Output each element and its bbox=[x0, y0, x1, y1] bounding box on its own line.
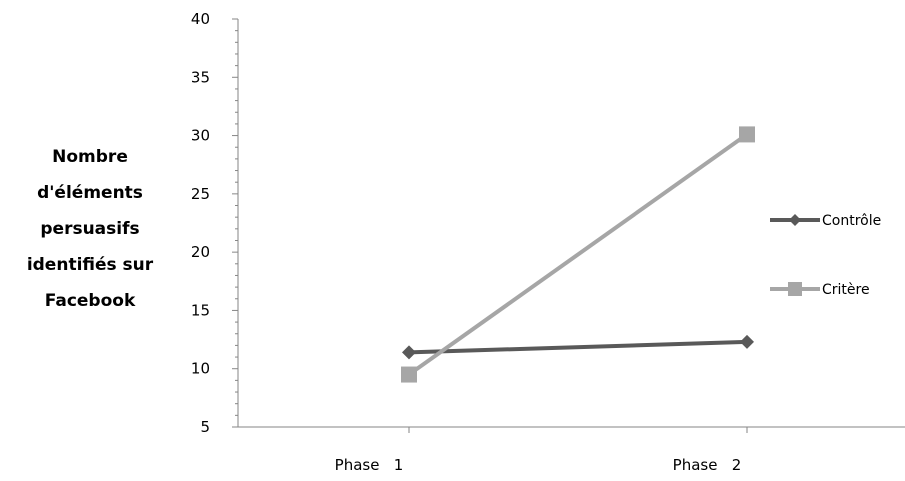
series bbox=[401, 126, 755, 383]
x-ticks: Phase 1 Phase 2 bbox=[335, 427, 748, 474]
series-critere bbox=[401, 126, 755, 383]
y-tick-label: 10 bbox=[191, 360, 210, 378]
legend-swatch-marker bbox=[789, 214, 801, 226]
y-tick-label: 15 bbox=[191, 301, 210, 319]
legend-swatch-marker bbox=[788, 282, 802, 296]
y-axis-title-line: identifiés sur bbox=[27, 255, 154, 275]
data-point bbox=[402, 345, 416, 360]
x-tick-label: Phase 2 bbox=[673, 456, 742, 474]
legend-label: Critère bbox=[822, 282, 870, 298]
y-tick-label: 40 bbox=[191, 10, 210, 28]
y-tick-label: 30 bbox=[191, 127, 210, 145]
legend-label: Contrôle bbox=[822, 213, 881, 229]
series-line bbox=[407, 132, 749, 377]
y-axis-title-line: Facebook bbox=[45, 291, 136, 311]
legend-item: Critère bbox=[770, 282, 870, 298]
series-line bbox=[408, 339, 748, 355]
y-axis-title-line: d'éléments bbox=[37, 183, 143, 203]
y-tick-label: 5 bbox=[200, 418, 210, 436]
y-ticks: 5 10 15 20 25 30 35 40 bbox=[191, 10, 238, 436]
legend: Contrôle Critère bbox=[770, 213, 881, 298]
y-tick-label: 20 bbox=[191, 243, 210, 261]
axes bbox=[237, 19, 905, 428]
x-tick-label: Phase 1 bbox=[335, 456, 404, 474]
data-point bbox=[740, 334, 754, 349]
data-point bbox=[401, 366, 417, 383]
y-tick-label: 35 bbox=[191, 68, 210, 86]
y-axis-title-line: persuasifs bbox=[40, 219, 139, 239]
y-axis-title-line: Nombre bbox=[52, 147, 128, 167]
y-tick-label: 25 bbox=[191, 185, 210, 203]
data-point bbox=[739, 126, 755, 143]
y-axis-title: Nombre d'éléments persuasifs identifiés sur… bbox=[27, 147, 154, 311]
series-controle bbox=[402, 334, 754, 360]
legend-item: Contrôle bbox=[770, 213, 881, 229]
